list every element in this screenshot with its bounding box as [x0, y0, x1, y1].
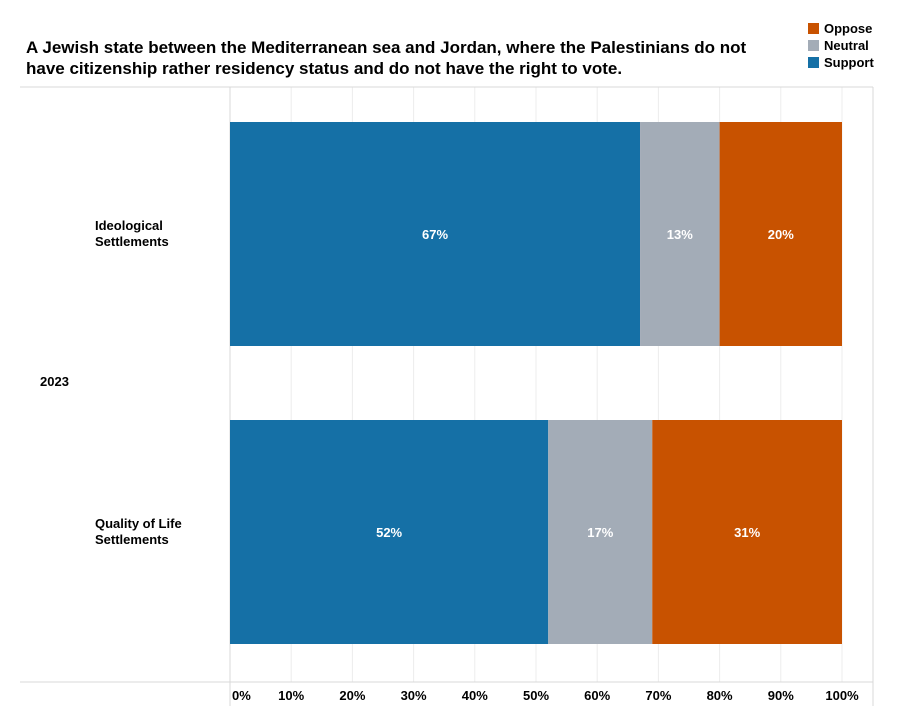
legend-item-oppose: Oppose [808, 20, 874, 37]
legend-label: Oppose [824, 21, 873, 36]
chart-title: A Jewish state between the Mediterranean… [26, 38, 747, 78]
bar-support [230, 122, 641, 346]
legend-item-support: Support [808, 54, 874, 71]
category-label: Ideological Settlements [95, 218, 169, 249]
x-tick-label: 20% [339, 688, 365, 703]
legend-label: Support [824, 55, 874, 70]
x-tick-label: 80% [707, 688, 733, 703]
x-tick-label: 100% [825, 688, 859, 703]
x-tick-label: 70% [645, 688, 671, 703]
x-tick-label: 90% [768, 688, 794, 703]
x-tick-label: 10% [278, 688, 304, 703]
x-tick-label: 60% [584, 688, 610, 703]
legend-swatch [808, 40, 819, 51]
data-label: 13% [667, 227, 693, 242]
bar-oppose [652, 420, 842, 644]
legend-item-neutral: Neutral [808, 37, 874, 54]
bar-neutral [548, 420, 653, 644]
data-label: 17% [587, 525, 613, 540]
legend-swatch [808, 23, 819, 34]
category-label: Quality of Life Settlements [95, 516, 182, 547]
x-tick-label: 40% [462, 688, 488, 703]
data-label: 31% [734, 525, 760, 540]
legend-swatch [808, 57, 819, 68]
x-tick-label: 0% [232, 688, 251, 703]
bar-oppose [719, 122, 842, 346]
bar-neutral [640, 122, 720, 346]
legend-label: Neutral [824, 38, 869, 53]
x-tick-label: 50% [523, 688, 549, 703]
data-label: 20% [768, 227, 794, 242]
bar-support [230, 420, 549, 644]
x-tick-label: 30% [401, 688, 427, 703]
legend: Oppose Neutral Support [808, 20, 874, 71]
group-label: 2023 [40, 374, 69, 389]
data-label: 52% [376, 525, 402, 540]
data-label: 67% [422, 227, 448, 242]
